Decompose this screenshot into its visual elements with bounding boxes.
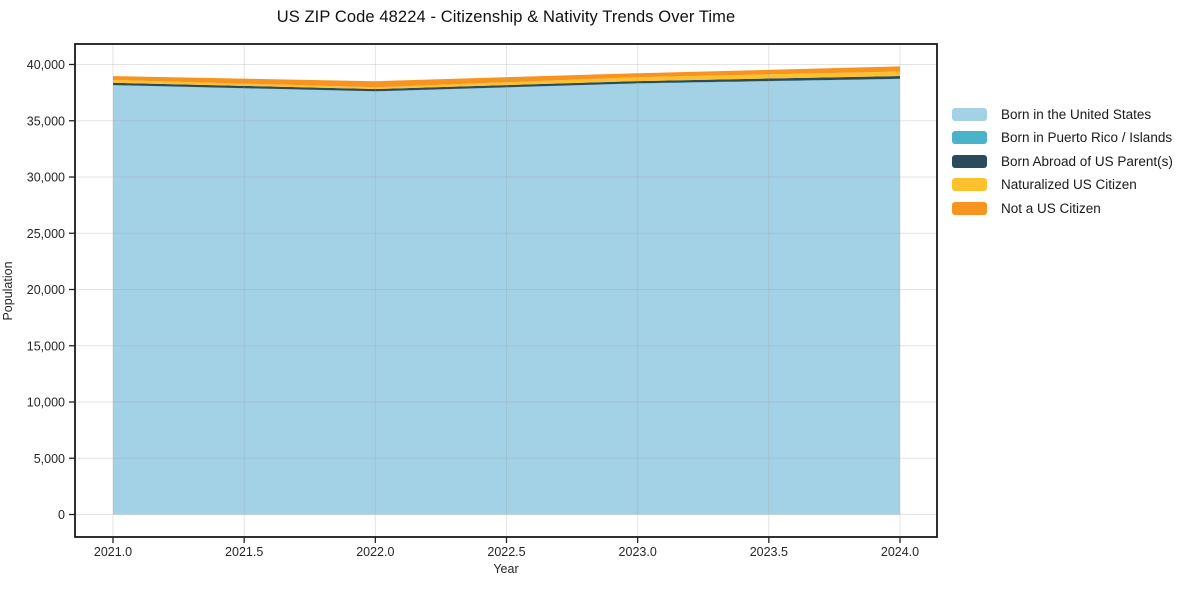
area-series-naturalized-us-citizen bbox=[113, 71, 900, 89]
x-tick-label: 2023.5 bbox=[750, 545, 788, 559]
y-tick-label: 30,000 bbox=[27, 171, 65, 185]
legend-label: Born in the United States bbox=[1001, 106, 1152, 122]
legend-item: Born in Puerto Rico / Islands bbox=[952, 130, 1173, 146]
y-axis-label: Population bbox=[1, 261, 15, 321]
legend-color-swatch-icon bbox=[952, 107, 987, 121]
x-tick-label: 2022.0 bbox=[356, 545, 394, 559]
x-tick-label: 2024.0 bbox=[881, 545, 919, 559]
y-tick-label: 35,000 bbox=[27, 114, 65, 128]
x-tick-label: 2021.5 bbox=[225, 545, 263, 559]
y-tick-label: 5,000 bbox=[34, 452, 65, 466]
legend: Born in the United States Born in Puerto … bbox=[952, 106, 1173, 224]
legend-label: Born in Puerto Rico / Islands bbox=[1001, 130, 1173, 145]
area-series-born-abroad-of-us-parent-s bbox=[113, 76, 900, 92]
legend-color-swatch-icon bbox=[952, 201, 987, 215]
chart-title: US ZIP Code 48224 - Citizenship & Nativi… bbox=[276, 8, 736, 26]
legend-color-swatch-icon bbox=[952, 178, 987, 191]
y-tick-label: 15,000 bbox=[27, 339, 65, 353]
legend-color-swatch-icon bbox=[952, 131, 987, 144]
area-series-born-in-the-united-states bbox=[113, 79, 900, 515]
legend-label: Not a US Citizen bbox=[1001, 200, 1101, 216]
x-tick-label: 2022.5 bbox=[487, 545, 525, 559]
legend-item: Born in the United States bbox=[952, 106, 1173, 122]
legend-label: Born Abroad of US Parent(s) bbox=[1001, 153, 1173, 169]
legend-item: Born Abroad of US Parent(s) bbox=[952, 153, 1173, 169]
x-tick-label: 2023.0 bbox=[619, 545, 657, 559]
y-tick-label: 0 bbox=[58, 508, 65, 522]
y-tick-label: 20,000 bbox=[27, 283, 65, 297]
legend-color-swatch-icon bbox=[952, 154, 987, 168]
legend-item: Not a US Citizen bbox=[952, 200, 1173, 216]
x-axis-label: Year bbox=[493, 562, 519, 576]
area-series-not-a-us-citizen bbox=[113, 66, 900, 88]
y-tick-label: 40,000 bbox=[27, 58, 65, 72]
legend-item: Naturalized US Citizen bbox=[952, 177, 1173, 193]
y-tick-label: 25,000 bbox=[27, 227, 65, 241]
legend-label: Naturalized US Citizen bbox=[1001, 177, 1137, 192]
y-tick-label: 10,000 bbox=[27, 396, 65, 410]
x-tick-label: 2021.0 bbox=[94, 545, 132, 559]
